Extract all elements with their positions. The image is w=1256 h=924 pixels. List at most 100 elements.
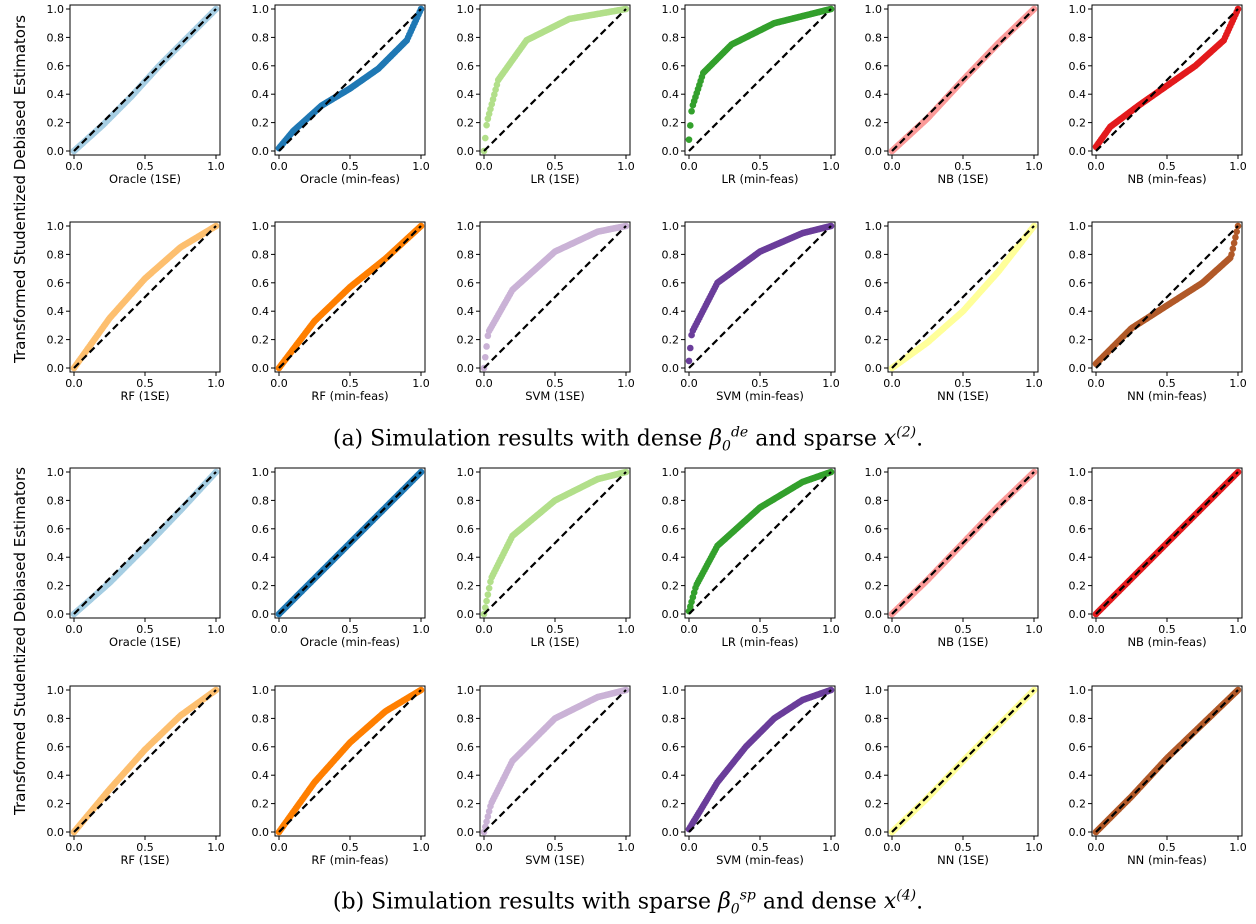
subplot-a-1-4: 0.0 0.2 0.4 0.6 0.8 1.0 0.0 0.5 1.0 LR (min-feas) [662,3,840,186]
reference-diagonal [73,8,217,152]
y-tick-label: 0.0 [865,826,883,839]
x-tick-label: 1.0 [822,623,840,636]
x-tick-label: 0.0 [1087,377,1105,390]
y-tick-label: 0.6 [47,741,65,754]
subplot-a-2-2: 0.0 0.2 0.4 0.6 0.8 1.0 0.0 0.5 1.0 RF (min-feas) [252,220,430,403]
y-tick-label: 1.0 [1069,220,1087,233]
reference-diagonal [73,471,217,615]
data-point [685,136,693,143]
x-tick-label: 0.5 [1158,377,1176,390]
x-tick-label: 0.5 [954,841,972,854]
subplot-b-1-5: 0.0 0.2 0.4 0.6 0.8 1.0 0.0 0.5 1.0 NB (1SE) [865,466,1043,649]
x-tick-label: 0.5 [954,160,972,173]
y-tick-label: 0.4 [1069,305,1087,318]
y-tick-label: 0.8 [47,31,65,44]
y-tick-label: 0.8 [252,494,270,507]
x-tick-label: 1.0 [1229,160,1247,173]
y-tick-label: 0.8 [865,248,883,261]
data-point [685,357,693,365]
subplot-a-2-4: 0.0 0.2 0.4 0.6 0.8 1.0 0.0 0.5 1.0 SVM (min-feas… [662,220,840,403]
data-point [686,122,694,129]
x-tick-label: 0.5 [1158,623,1176,636]
x-tick-label: 1.0 [1025,623,1043,636]
y-tick-label: 1.0 [865,684,883,697]
y-tick-label: 0.4 [865,305,883,318]
y-tick-label: 0.4 [662,88,680,101]
x-tick-label: 0.0 [1087,623,1105,636]
caption-a: (a) Simulation results with dense β0de a… [0,425,1256,455]
x-tick-label: 1.0 [1025,160,1043,173]
y-tick-label: 0.4 [457,305,475,318]
y-tick-label: 0.0 [457,145,475,158]
y-tick-label: 0.6 [47,523,65,536]
x-axis-label: SVM (1SE) [525,389,585,403]
caption-b-suffix: . [916,889,924,915]
y-tick-label: 0.6 [457,277,475,290]
y-tick-label: 0.4 [252,551,270,564]
y-tick-label: 0.8 [662,248,680,261]
reference-diagonal [483,225,627,369]
y-tick-label: 1.0 [252,466,270,479]
y-tick-label: 0.6 [1069,741,1087,754]
y-tick-label: 1.0 [47,684,65,697]
y-tick-label: 0.8 [252,31,270,44]
y-tick-label: 0.2 [662,798,680,811]
y-tick-label: 0.8 [457,712,475,725]
subplot-b-2-2: 0.0 0.2 0.4 0.6 0.8 1.0 0.0 0.5 1.0 RF (min-feas) [252,684,430,867]
reference-diagonal [1095,8,1239,152]
y-tick-label: 0.6 [662,277,680,290]
y-tick-label: 0.0 [252,145,270,158]
y-tick-label: 1.0 [865,220,883,233]
y-tick-label: 1.0 [47,3,65,16]
y-tick-label: 0.2 [662,117,680,130]
x-tick-label: 1.0 [1025,841,1043,854]
x-tick-label: 0.5 [751,160,769,173]
y-tick-label: 1.0 [1069,3,1087,16]
y-tick-label: 0.4 [865,551,883,564]
reference-diagonal [1095,471,1239,615]
x-tick-label: 0.5 [546,377,564,390]
y-tick-label: 0.2 [1069,580,1087,593]
y-tick-label: 0.6 [1069,60,1087,73]
x-tick-label: 1.0 [822,377,840,390]
y-tick-label: 0.4 [252,305,270,318]
y-tick-label: 0.2 [457,117,475,130]
data-point [483,121,490,129]
subplot-a-1-2: 0.0 0.2 0.4 0.6 0.8 1.0 0.0 0.5 1.0 Oracle (min-f… [252,3,430,186]
x-axis-label: NB (1SE) [937,172,988,186]
subplot-b-1-4: 0.0 0.2 0.4 0.6 0.8 1.0 0.0 0.5 1.0 LR (min-feas) [662,466,840,649]
y-tick-label: 0.0 [252,362,270,375]
y-tick-label: 0.2 [865,580,883,593]
y-tick-label: 0.2 [252,334,270,347]
y-tick-label: 0.8 [457,31,475,44]
x-axis-label: NB (min-feas) [1127,172,1206,186]
x-tick-label: 1.0 [412,623,430,636]
y-tick-label: 0.2 [252,117,270,130]
caption-a-beta: β0de [709,425,749,455]
reference-diagonal [688,225,832,369]
y-tick-label: 0.4 [1069,769,1087,782]
x-tick-label: 1.0 [1229,623,1247,636]
x-tick-label: 1.0 [617,841,635,854]
caption-b-prefix: (b) Simulation results with sparse [332,889,719,915]
x-axis-label: LR (min-feas) [721,635,798,649]
x-tick-label: 0.5 [954,623,972,636]
y-tick-label: 0.0 [1069,362,1087,375]
y-tick-label: 0.2 [865,798,883,811]
x-axis-label: RF (min-feas) [311,853,388,867]
subplot-a-2-5: 0.0 0.2 0.4 0.6 0.8 1.0 0.0 0.5 1.0 NN (1SE) [865,220,1043,403]
x-tick-label: 0.0 [65,160,83,173]
x-tick-label: 0.0 [883,160,901,173]
y-tick-label: 1.0 [457,466,475,479]
y-tick-label: 1.0 [1069,684,1087,697]
y-tick-label: 0.6 [47,60,65,73]
y-tick-label: 0.4 [662,305,680,318]
x-axis-label: LR (1SE) [531,172,580,186]
y-tick-label: 0.6 [1069,277,1087,290]
y-tick-label: 0.4 [662,551,680,564]
y-tick-label: 0.4 [662,769,680,782]
y-tick-label: 0.8 [662,31,680,44]
x-tick-label: 0.0 [883,841,901,854]
x-tick-label: 0.0 [65,377,83,390]
y-tick-label: 0.6 [252,523,270,536]
